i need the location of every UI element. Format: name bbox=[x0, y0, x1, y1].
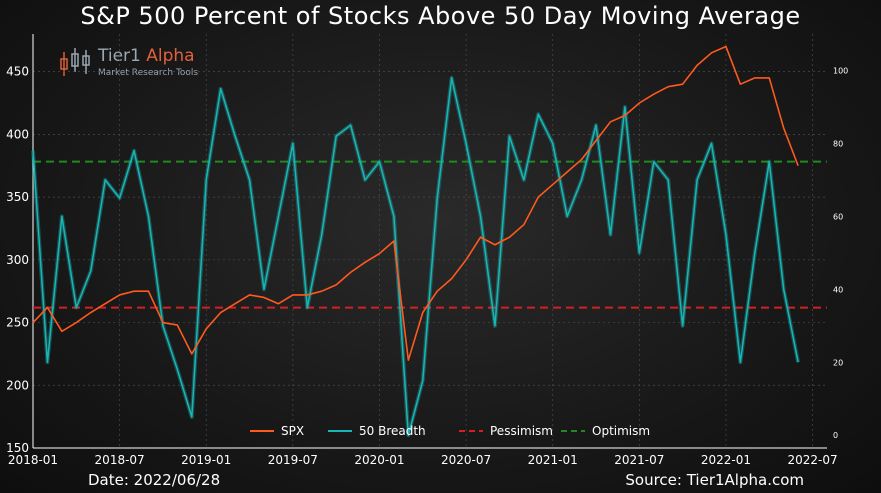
chart-title: S&P 500 Percent of Stocks Above 50 Day M… bbox=[80, 2, 801, 30]
y-left-tick-label: 400 bbox=[6, 127, 29, 141]
y-right-tick-label: 20 bbox=[833, 358, 843, 367]
y-left-tick-label: 150 bbox=[6, 441, 29, 455]
x-tick-label: 2022-01 bbox=[701, 453, 751, 467]
y-right-tick-label: 80 bbox=[833, 139, 843, 148]
x-tick-label: 2021-01 bbox=[528, 453, 578, 467]
legend-label: 50 Breadth bbox=[359, 424, 426, 438]
legend-label: SPX bbox=[281, 424, 304, 438]
y-left-tick-label: 450 bbox=[6, 65, 29, 79]
x-tick-label: 2019-07 bbox=[268, 453, 318, 467]
y-right-tick-label: 40 bbox=[833, 285, 843, 294]
footer-date: Date: 2022/06/28 bbox=[88, 471, 221, 489]
legend-label: Pessimism bbox=[490, 424, 553, 438]
y-right-tick-label: 60 bbox=[833, 212, 843, 221]
x-tick-label: 2020-07 bbox=[441, 453, 491, 467]
x-tick-label: 2018-07 bbox=[95, 453, 145, 467]
y-left-tick-label: 250 bbox=[6, 316, 29, 330]
y-left-tick-label: 300 bbox=[6, 253, 29, 267]
y-left-tick-label: 200 bbox=[6, 378, 29, 392]
y-left-tick-label: 350 bbox=[6, 190, 29, 204]
candlestick-logo-icon bbox=[60, 48, 90, 76]
x-tick-label: 2022-07 bbox=[787, 453, 837, 467]
breadth-line bbox=[32, 77, 799, 436]
x-tick-label: 2018-01 bbox=[8, 453, 58, 467]
footer-source: Source: Tier1Alpha.com bbox=[625, 471, 804, 489]
legend-label: Optimism bbox=[592, 424, 650, 438]
logo-tagline: Market Research Tools bbox=[98, 68, 199, 78]
x-tick-label: 2020-01 bbox=[354, 453, 404, 467]
breadth-glow bbox=[31, 75, 801, 438]
x-tick-label: 2019-01 bbox=[181, 453, 231, 467]
x-tick-label: 2021-07 bbox=[614, 453, 664, 467]
y-right-tick-label: 0 bbox=[833, 431, 838, 440]
spx-line bbox=[32, 45, 799, 361]
y-right-tick-label: 100 bbox=[833, 66, 848, 75]
